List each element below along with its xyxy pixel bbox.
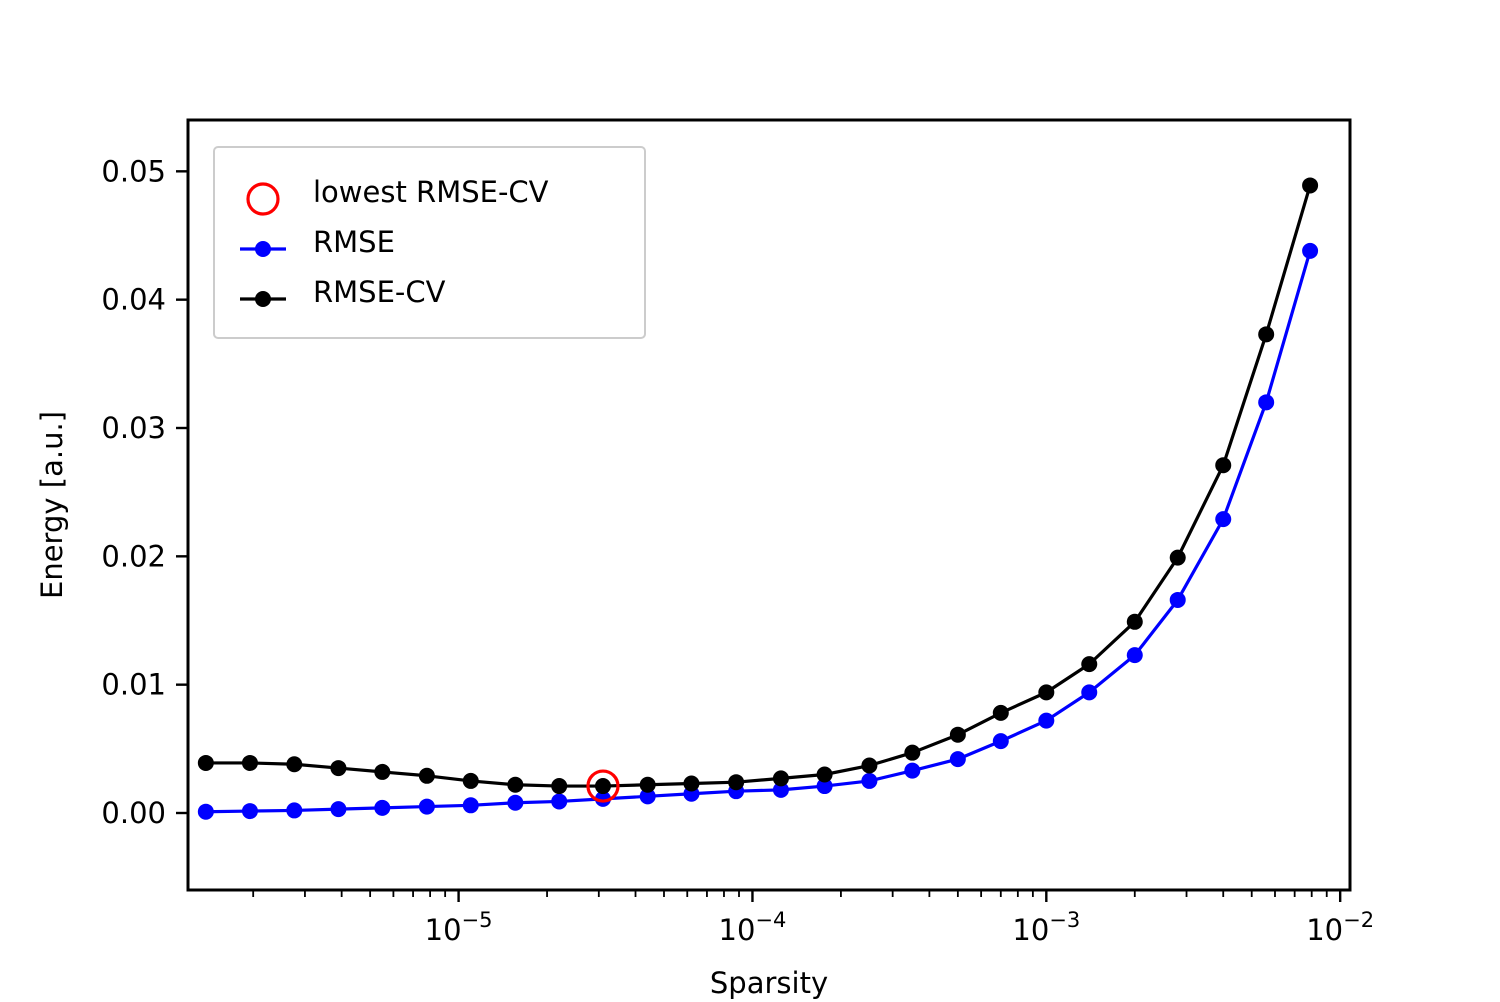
x-tick-label: 10−2 bbox=[1306, 908, 1374, 947]
data-point bbox=[374, 799, 391, 816]
legend-items: lowest RMSE-CV RMSE RMSE-CV bbox=[240, 175, 549, 309]
data-point bbox=[904, 762, 921, 779]
data-point bbox=[1258, 326, 1275, 343]
data-point bbox=[728, 774, 745, 791]
data-point bbox=[1038, 684, 1055, 701]
data-point bbox=[1302, 242, 1319, 259]
data-point bbox=[507, 794, 524, 811]
data-point bbox=[286, 756, 303, 773]
data-point bbox=[772, 781, 789, 798]
legend-label: RMSE-CV bbox=[313, 275, 446, 309]
data-point bbox=[1215, 457, 1232, 474]
data-point bbox=[1081, 684, 1098, 701]
data-point bbox=[861, 772, 878, 789]
data-point bbox=[197, 754, 214, 771]
data-point bbox=[1126, 613, 1143, 630]
data-point bbox=[992, 704, 1009, 721]
legend-item-lowest-rmse-cv: lowest RMSE-CV bbox=[246, 175, 549, 216]
y-axis-ticks: 0.00 0.01 0.02 0.03 0.04 0.05 bbox=[101, 154, 188, 830]
data-point bbox=[462, 797, 479, 814]
data-point bbox=[594, 790, 611, 807]
y-tick-label: 0.01 bbox=[101, 668, 166, 702]
data-point bbox=[507, 776, 524, 793]
x-tick-label: 10−5 bbox=[425, 908, 493, 947]
legend-item-rmse: RMSE bbox=[240, 225, 395, 259]
x-axis-ticks: 10−5 10−4 10−3 10−2 bbox=[252, 890, 1374, 947]
data-point bbox=[330, 801, 347, 818]
data-point bbox=[639, 776, 656, 793]
data-point bbox=[1302, 177, 1319, 194]
lowest-rmse-cv-marker bbox=[586, 769, 620, 803]
data-point bbox=[330, 760, 347, 777]
data-point bbox=[816, 766, 833, 783]
data-point bbox=[197, 803, 214, 820]
legend-label: RMSE bbox=[313, 225, 395, 259]
data-point bbox=[772, 770, 789, 787]
data-point bbox=[1038, 712, 1055, 729]
plot-frame bbox=[186, 118, 1352, 892]
data-point bbox=[683, 775, 700, 792]
data-point bbox=[1126, 647, 1143, 664]
x-tick-label: 10−4 bbox=[719, 908, 787, 947]
legend-box bbox=[213, 146, 646, 339]
data-point bbox=[418, 798, 435, 815]
legend: lowest RMSE-CV RMSE RMSE-CV bbox=[213, 146, 646, 339]
x-tick-label: 10−3 bbox=[1012, 908, 1080, 947]
y-tick-label: 0.04 bbox=[101, 283, 166, 317]
plot-marks bbox=[197, 177, 1319, 820]
legend-label: lowest RMSE-CV bbox=[313, 175, 549, 209]
data-point bbox=[594, 778, 611, 795]
series-rmse-cv bbox=[197, 177, 1319, 795]
y-tick-label: 0.03 bbox=[101, 411, 166, 445]
data-point bbox=[241, 754, 258, 771]
data-point bbox=[551, 793, 568, 810]
data-point bbox=[418, 767, 435, 784]
data-point bbox=[1081, 656, 1098, 673]
legend-swatch-point bbox=[255, 291, 271, 307]
data-point bbox=[1169, 591, 1186, 608]
y-tick-label: 0.02 bbox=[101, 539, 166, 573]
data-point bbox=[1215, 511, 1232, 528]
data-point bbox=[816, 778, 833, 795]
data-point bbox=[286, 802, 303, 819]
data-point bbox=[904, 744, 921, 761]
data-point bbox=[1169, 549, 1186, 566]
data-point bbox=[949, 751, 966, 768]
y-tick-label: 0.05 bbox=[101, 154, 166, 188]
y-axis-label: Energy [a.u.] bbox=[35, 411, 69, 599]
legend-swatch-point bbox=[255, 241, 271, 257]
y-tick-label: 0.00 bbox=[101, 796, 166, 830]
data-point bbox=[949, 726, 966, 743]
data-point bbox=[639, 788, 656, 805]
data-point bbox=[551, 778, 568, 795]
data-point bbox=[992, 733, 1009, 750]
series-rmse bbox=[197, 242, 1319, 820]
data-point bbox=[1258, 394, 1275, 411]
data-point bbox=[462, 772, 479, 789]
data-point bbox=[374, 763, 391, 780]
x-axis-label: Sparsity bbox=[710, 966, 828, 1000]
data-point bbox=[861, 757, 878, 774]
legend-swatch-circle bbox=[246, 182, 280, 216]
legend-item-rmse-cv: RMSE-CV bbox=[240, 275, 446, 309]
data-point bbox=[241, 803, 258, 820]
